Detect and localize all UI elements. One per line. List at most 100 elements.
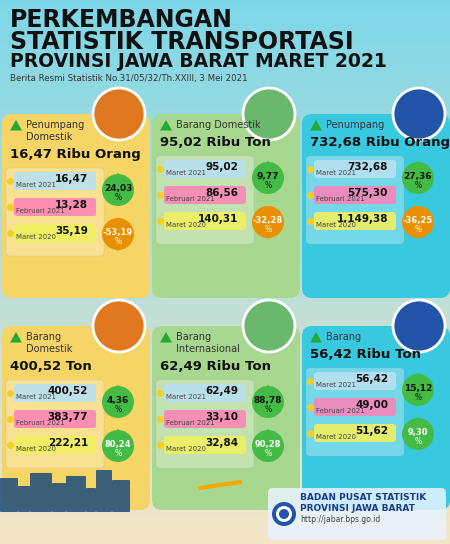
FancyBboxPatch shape (14, 224, 96, 242)
Bar (0, 489, 450, 490)
Bar (0, 5, 450, 6)
Bar (0, 244, 450, 245)
Bar (0, 110, 450, 111)
Bar (0, 52, 450, 53)
FancyBboxPatch shape (152, 114, 300, 298)
Polygon shape (10, 332, 22, 343)
Bar (0, 470, 450, 471)
Bar (0, 301, 450, 302)
Bar (0, 513, 450, 514)
Bar (0, 214, 450, 215)
Bar (0, 295, 450, 296)
Bar (0, 310, 450, 311)
Text: 86,56: 86,56 (205, 188, 238, 198)
Text: %: % (114, 405, 122, 413)
Bar (0, 193, 450, 194)
Bar (0, 389, 450, 390)
Bar (0, 315, 450, 316)
FancyBboxPatch shape (164, 436, 246, 454)
Bar (0, 469, 450, 470)
Bar (0, 98, 450, 99)
Bar (0, 485, 450, 486)
Bar (0, 477, 450, 478)
Circle shape (393, 300, 445, 352)
Bar (0, 309, 450, 310)
Bar (0, 376, 450, 377)
Bar (0, 25, 450, 26)
Bar (0, 276, 450, 277)
Bar (0, 257, 450, 258)
Bar (0, 446, 450, 447)
Circle shape (102, 430, 134, 462)
Bar (0, 394, 450, 395)
Text: -32,28: -32,28 (253, 215, 283, 225)
Bar (0, 472, 450, 473)
Bar (0, 235, 450, 236)
Polygon shape (414, 373, 422, 379)
Bar (0, 146, 450, 147)
Bar (0, 283, 450, 284)
Bar (0, 495, 450, 496)
Bar (0, 223, 450, 224)
FancyBboxPatch shape (14, 198, 96, 216)
Bar (0, 293, 450, 294)
Bar (0, 294, 450, 295)
Bar (0, 59, 450, 60)
Bar (0, 255, 450, 256)
Bar (0, 359, 450, 360)
Bar (0, 95, 450, 96)
Bar (0, 355, 450, 356)
Circle shape (252, 206, 284, 238)
Bar (0, 285, 450, 286)
Bar (0, 426, 450, 427)
Bar (0, 374, 450, 375)
Text: 27,36: 27,36 (404, 171, 432, 181)
Bar (0, 515, 450, 516)
Bar (0, 171, 450, 172)
Bar (0, 481, 450, 482)
Bar (0, 233, 450, 234)
FancyBboxPatch shape (14, 384, 96, 402)
Text: 51,62: 51,62 (355, 426, 388, 436)
Bar (0, 425, 450, 426)
Bar (0, 237, 450, 238)
Bar (0, 91, 450, 92)
Polygon shape (264, 385, 272, 391)
Bar (0, 357, 450, 358)
Bar (0, 529, 450, 530)
Bar (0, 433, 450, 434)
Text: 732,68 Ribu Orang: 732,68 Ribu Orang (310, 136, 450, 149)
Bar (0, 362, 450, 363)
Bar (0, 466, 450, 467)
Bar (0, 202, 450, 203)
Bar (0, 48, 450, 49)
Bar (0, 66, 450, 67)
Text: %: % (114, 193, 122, 201)
Bar (0, 281, 450, 282)
Text: Internasional: Internasional (176, 344, 240, 354)
Text: Barang: Barang (176, 332, 211, 342)
Bar (0, 227, 450, 228)
Bar (0, 420, 450, 421)
Bar (0, 189, 450, 190)
Bar (0, 278, 450, 279)
Bar (0, 321, 450, 322)
Bar (0, 19, 450, 20)
Bar (0, 476, 450, 477)
Bar (0, 205, 450, 206)
Bar (0, 317, 450, 318)
FancyBboxPatch shape (302, 326, 450, 510)
Text: PROVINSI JAWA BARAT: PROVINSI JAWA BARAT (300, 504, 415, 513)
Bar (0, 258, 450, 259)
Bar (0, 216, 450, 217)
Bar (0, 531, 450, 532)
Bar (0, 238, 450, 239)
Bar (0, 314, 450, 315)
Bar (0, 348, 450, 349)
Bar (0, 387, 450, 388)
Bar (0, 346, 450, 347)
Bar (0, 498, 450, 499)
Bar (0, 263, 450, 264)
Bar (0, 353, 450, 354)
Text: Maret 2021: Maret 2021 (16, 394, 56, 400)
